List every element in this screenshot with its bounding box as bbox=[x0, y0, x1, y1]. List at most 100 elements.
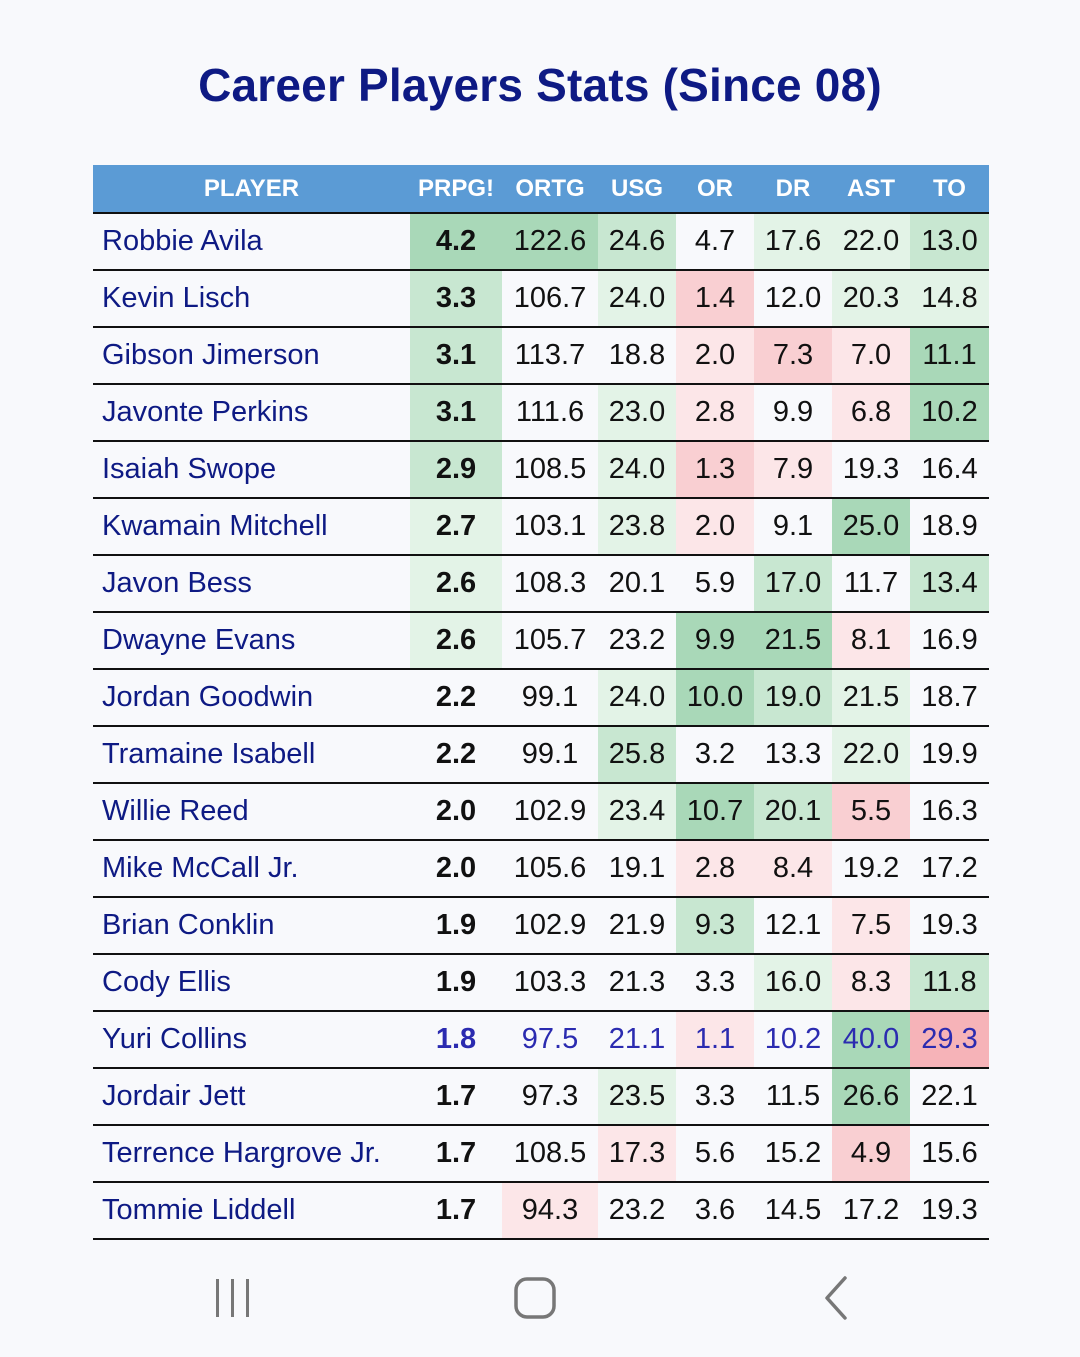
to-cell: 19.3 bbox=[910, 1182, 989, 1240]
player-name-cell[interactable]: Cody Ellis bbox=[93, 954, 410, 1012]
ortg-cell: 108.5 bbox=[502, 1125, 598, 1183]
ast-cell: 20.3 bbox=[832, 270, 910, 328]
ast-cell: 11.7 bbox=[832, 555, 910, 613]
ast-cell: 19.3 bbox=[832, 441, 910, 499]
prpg-cell: 1.7 bbox=[410, 1125, 502, 1183]
col-header-to[interactable]: TO bbox=[910, 165, 989, 213]
to-cell: 29.3 bbox=[910, 1011, 989, 1069]
table-row: Dwayne Evans 2.6 105.7 23.2 9.9 21.5 8.1 16.9 bbox=[93, 612, 989, 670]
to-cell: 11.1 bbox=[910, 327, 989, 385]
table-row: Tommie Liddell 1.7 94.3 23.2 3.6 14.5 17.2 19.3 bbox=[93, 1182, 989, 1240]
or-cell: 1.3 bbox=[676, 441, 754, 499]
ortg-cell: 103.1 bbox=[502, 498, 598, 556]
player-name-cell[interactable]: Jordair Jett bbox=[93, 1068, 410, 1126]
to-cell: 15.6 bbox=[910, 1125, 989, 1183]
table-row: Javonte Perkins 3.1 111.6 23.0 2.8 9.9 6.8 10.2 bbox=[93, 384, 989, 442]
usg-cell: 23.5 bbox=[598, 1068, 676, 1126]
prpg-cell: 1.9 bbox=[410, 954, 502, 1012]
ast-cell: 5.5 bbox=[832, 783, 910, 841]
ast-cell: 25.0 bbox=[832, 498, 910, 556]
to-cell: 16.3 bbox=[910, 783, 989, 841]
prpg-cell: 3.3 bbox=[410, 270, 502, 328]
or-cell: 2.8 bbox=[676, 384, 754, 442]
col-header-or[interactable]: OR bbox=[676, 165, 754, 213]
player-name-cell[interactable]: Isaiah Swope bbox=[93, 441, 410, 499]
dr-cell: 7.3 bbox=[754, 327, 832, 385]
usg-cell: 23.0 bbox=[598, 384, 676, 442]
or-cell: 3.3 bbox=[676, 1068, 754, 1126]
player-name-cell[interactable]: Dwayne Evans bbox=[93, 612, 410, 670]
col-header-dr[interactable]: DR bbox=[754, 165, 832, 213]
dr-cell: 17.0 bbox=[754, 555, 832, 613]
dr-cell: 11.5 bbox=[754, 1068, 832, 1126]
usg-cell: 23.4 bbox=[598, 783, 676, 841]
player-name-cell[interactable]: Mike McCall Jr. bbox=[93, 840, 410, 898]
col-header-ortg[interactable]: ORTG bbox=[502, 165, 598, 213]
col-header-usg[interactable]: USG bbox=[598, 165, 676, 213]
or-cell: 2.0 bbox=[676, 327, 754, 385]
system-nav-bar bbox=[0, 1258, 1080, 1338]
player-name-cell[interactable]: Tramaine Isabell bbox=[93, 726, 410, 784]
prpg-cell: 2.2 bbox=[410, 726, 502, 784]
ast-cell: 22.0 bbox=[832, 726, 910, 784]
usg-cell: 24.0 bbox=[598, 270, 676, 328]
col-header-prpg[interactable]: PRPG! bbox=[410, 165, 502, 213]
table-row: Tramaine Isabell 2.2 99.1 25.8 3.2 13.3 22.0 19… bbox=[93, 726, 989, 784]
ortg-cell: 99.1 bbox=[502, 669, 598, 727]
player-name-cell[interactable]: Willie Reed bbox=[93, 783, 410, 841]
ast-cell: 6.8 bbox=[832, 384, 910, 442]
usg-cell: 24.0 bbox=[598, 441, 676, 499]
player-name-cell[interactable]: Javonte Perkins bbox=[93, 384, 410, 442]
ast-cell: 4.9 bbox=[832, 1125, 910, 1183]
col-header-ast[interactable]: AST bbox=[832, 165, 910, 213]
player-name-cell[interactable]: Gibson Jimerson bbox=[93, 327, 410, 385]
home-icon[interactable] bbox=[490, 1258, 580, 1338]
ast-cell: 22.0 bbox=[832, 212, 910, 271]
ortg-cell: 105.6 bbox=[502, 840, 598, 898]
to-cell: 14.8 bbox=[910, 270, 989, 328]
player-name-cell[interactable]: Tommie Liddell bbox=[93, 1182, 410, 1240]
to-cell: 16.9 bbox=[910, 612, 989, 670]
prpg-cell: 1.9 bbox=[410, 897, 502, 955]
usg-cell: 18.8 bbox=[598, 327, 676, 385]
to-cell: 22.1 bbox=[910, 1068, 989, 1126]
dr-cell: 12.1 bbox=[754, 897, 832, 955]
usg-cell: 24.6 bbox=[598, 212, 676, 271]
col-header-player[interactable]: PLAYER bbox=[93, 165, 410, 213]
ortg-cell: 106.7 bbox=[502, 270, 598, 328]
dr-cell: 20.1 bbox=[754, 783, 832, 841]
header-row: PLAYER PRPG! ORTG USG OR DR AST TO bbox=[93, 165, 989, 213]
ast-cell: 26.6 bbox=[832, 1068, 910, 1126]
recent-apps-icon[interactable] bbox=[188, 1258, 278, 1338]
or-cell: 3.3 bbox=[676, 954, 754, 1012]
prpg-cell: 1.7 bbox=[410, 1068, 502, 1126]
back-icon[interactable] bbox=[793, 1258, 883, 1338]
ortg-cell: 102.9 bbox=[502, 897, 598, 955]
player-name-cell[interactable]: Yuri Collins bbox=[93, 1011, 410, 1069]
page-title: Career Players Stats (Since 08) bbox=[198, 59, 882, 111]
player-name-cell[interactable]: Kevin Lisch bbox=[93, 270, 410, 328]
table-row: Mike McCall Jr. 2.0 105.6 19.1 2.8 8.4 19.2 17.… bbox=[93, 840, 989, 898]
ast-cell: 7.5 bbox=[832, 897, 910, 955]
ast-cell: 19.2 bbox=[832, 840, 910, 898]
player-name-cell[interactable]: Robbie Avila bbox=[93, 212, 410, 271]
usg-cell: 23.8 bbox=[598, 498, 676, 556]
usg-cell: 17.3 bbox=[598, 1125, 676, 1183]
or-cell: 1.1 bbox=[676, 1011, 754, 1069]
player-name-cell[interactable]: Jordan Goodwin bbox=[93, 669, 410, 727]
to-cell: 11.8 bbox=[910, 954, 989, 1012]
table-row: Kwamain Mitchell 2.7 103.1 23.8 2.0 9.1 25.0 18… bbox=[93, 498, 989, 556]
dr-cell: 8.4 bbox=[754, 840, 832, 898]
player-name-cell[interactable]: Brian Conklin bbox=[93, 897, 410, 955]
ast-cell: 8.3 bbox=[832, 954, 910, 1012]
player-name-cell[interactable]: Terrence Hargrove Jr. bbox=[93, 1125, 410, 1183]
player-name-cell[interactable]: Kwamain Mitchell bbox=[93, 498, 410, 556]
table-row: Isaiah Swope 2.9 108.5 24.0 1.3 7.9 19.3 16.4 bbox=[93, 441, 989, 499]
ast-cell: 40.0 bbox=[832, 1011, 910, 1069]
ast-cell: 17.2 bbox=[832, 1182, 910, 1240]
table-row: Brian Conklin 1.9 102.9 21.9 9.3 12.1 7.5 19.3 bbox=[93, 897, 989, 955]
or-cell: 3.2 bbox=[676, 726, 754, 784]
dr-cell: 16.0 bbox=[754, 954, 832, 1012]
table-row: Kevin Lisch 3.3 106.7 24.0 1.4 12.0 20.3 14.8 bbox=[93, 270, 989, 328]
player-name-cell[interactable]: Javon Bess bbox=[93, 555, 410, 613]
